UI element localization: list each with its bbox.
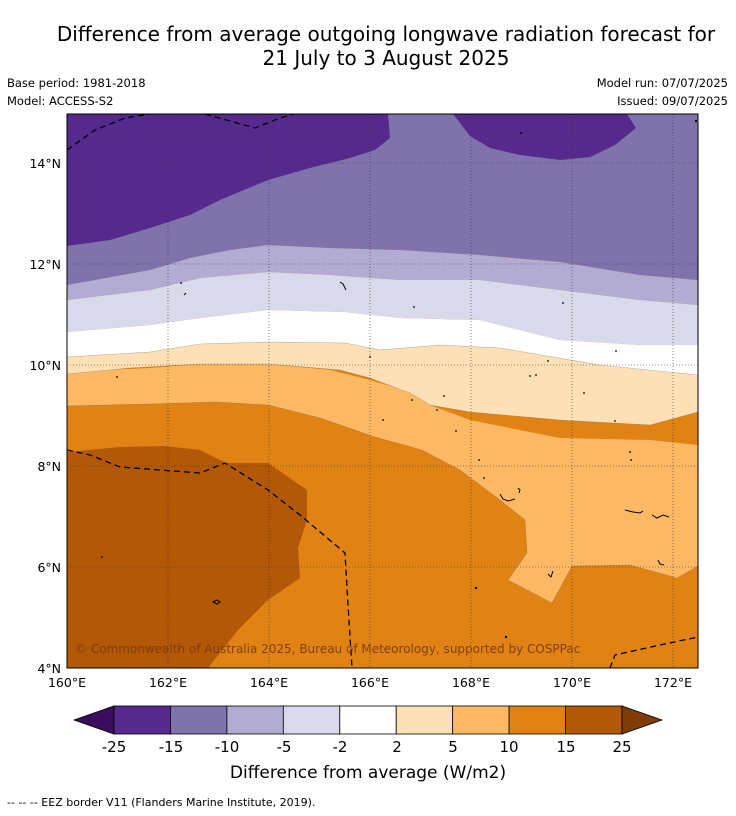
graticule (67, 114, 698, 668)
lat-tick: 6°N (37, 560, 61, 575)
islands (183, 281, 670, 605)
colorbar-label: -25 (102, 738, 127, 756)
lon-tick: 168°E (452, 675, 490, 690)
colorbar (72, 705, 664, 735)
colorbar-label: 2 (392, 738, 402, 756)
map-title-line2: 21 July to 3 August 2025 (262, 46, 510, 70)
copyright-text: © Commonwealth of Australia 2025, Bureau… (75, 642, 580, 656)
island-dots (101, 119, 698, 639)
colorbar-label: -15 (159, 738, 184, 756)
band-minus25-minus15-west (67, 114, 390, 246)
issued-date: Issued: 09/07/2025 (617, 94, 728, 108)
contour-fills: © Commonwealth of Australia 2025, Bureau… (67, 114, 698, 668)
colorbar-label: 10 (499, 738, 518, 756)
colorbar-label: 5 (448, 738, 458, 756)
band-minus10-minus5 (67, 245, 698, 305)
base-period: Base period: 1981-2018 (7, 76, 146, 90)
colorbar-label: -5 (277, 738, 292, 756)
band-5-10 (67, 364, 698, 603)
colorbar-swatch (339, 705, 397, 735)
lon-tick: 162°E (149, 675, 187, 690)
lon-tick: 166°E (351, 675, 389, 690)
eez-borders (67, 114, 698, 668)
meta-right: Model run: 07/07/2025 Issued: 09/07/2025 (597, 76, 728, 108)
model-run: Model run: 07/07/2025 (596, 76, 728, 90)
contour-lines (67, 341, 698, 604)
colorbar-swatch (170, 705, 228, 735)
colorbar-labels: -25 -15 -10 -5 -2 2 5 10 15 25 (102, 738, 632, 756)
band-neutral (67, 310, 698, 375)
band-minus5-minus2 (67, 272, 698, 345)
band-minus25-minus15-east (453, 114, 636, 160)
colorbar-swatch (508, 705, 566, 735)
map-title: Difference from average outgoing longwav… (0, 22, 736, 70)
colorbar-extend-high (621, 705, 664, 735)
lat-tick: 10°N (29, 358, 61, 373)
band-15-25 (67, 446, 307, 668)
lon-axis: 160°E 162°E 164°E 166°E 168°E 170°E 172°… (48, 675, 692, 690)
colorbar-swatch (113, 705, 171, 735)
colorbar-label: 25 (612, 738, 631, 756)
colorbar-extend-low (72, 705, 115, 735)
colorbar-label: -10 (215, 738, 240, 756)
lat-tick: 4°N (37, 661, 61, 676)
colorbar-swatch (395, 705, 454, 735)
lon-tick: 172°E (654, 675, 692, 690)
lat-tick: 8°N (37, 459, 61, 474)
eez-footnote: -- -- -- EEZ border V11 (Flanders Marine… (7, 796, 316, 809)
lat-tick: 14°N (29, 156, 61, 171)
lon-tick: 170°E (553, 675, 591, 690)
lon-tick: 160°E (48, 675, 86, 690)
model-name: Model: ACCESS-S2 (7, 94, 114, 108)
colorbar-label: 15 (556, 738, 575, 756)
colorbar-swatch (226, 705, 284, 735)
lat-axis: 14°N 12°N 10°N 8°N 6°N 4°N (29, 156, 61, 676)
map-frame (66, 113, 699, 669)
colorbar-label: -2 (333, 738, 348, 756)
colorbar-title: Difference from average (W/m2) (230, 763, 506, 783)
lat-tick: 12°N (29, 257, 61, 272)
lon-tick: 164°E (250, 675, 288, 690)
meta-left: Base period: 1981-2018 Model: ACCESS-S2 (7, 76, 146, 108)
colorbar-swatch (565, 705, 623, 735)
band-2-5 (67, 342, 698, 425)
colorbar-swatch (452, 705, 510, 735)
map-title-line1: Difference from average outgoing longwav… (56, 22, 716, 46)
colorbar-swatch (282, 705, 341, 735)
